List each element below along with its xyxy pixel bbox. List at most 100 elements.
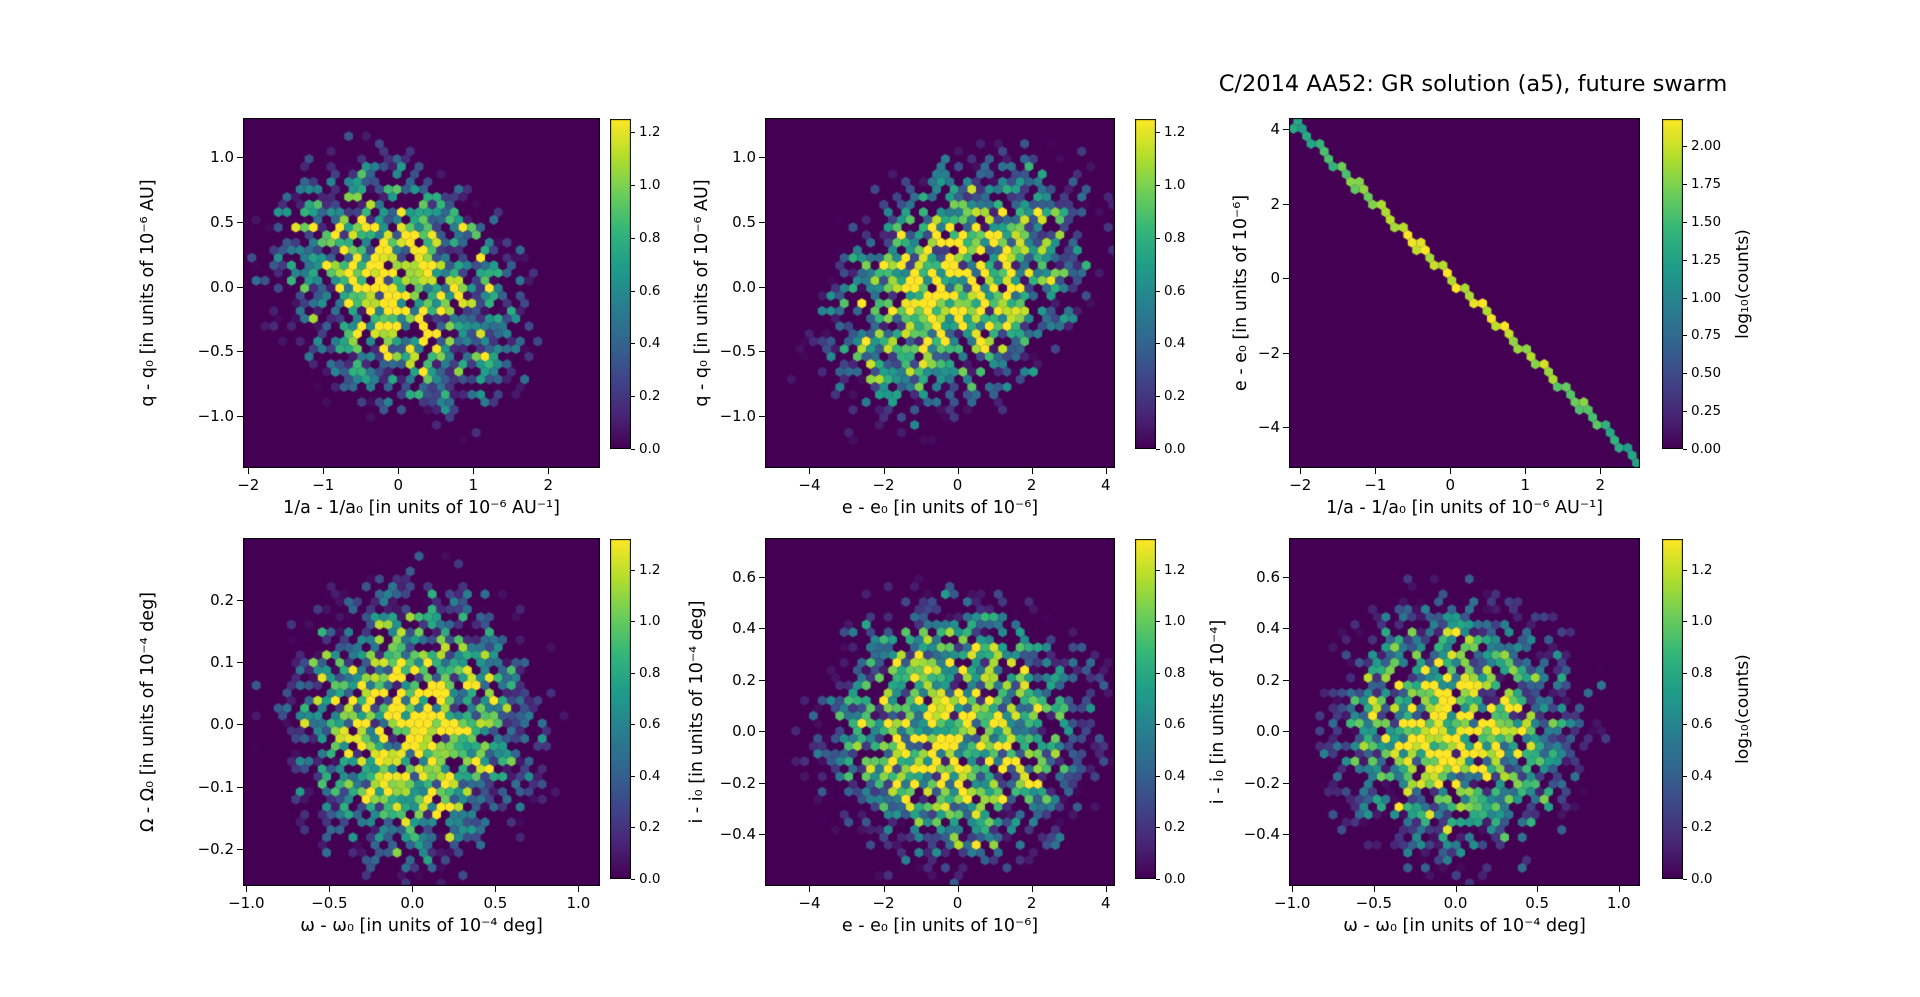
colorbar-tick-mark	[1156, 132, 1160, 134]
x-tick-mark	[548, 468, 550, 474]
x-tick-mark	[473, 468, 475, 474]
x-tick-mark	[495, 886, 497, 892]
colorbar-tick-label: 1.0	[1164, 177, 1186, 193]
x-tick-mark	[578, 886, 580, 892]
x-tick-mark	[248, 468, 250, 474]
x-tick-label: −0.5	[1355, 894, 1393, 912]
colorbar-tick-label: 0.2	[1691, 819, 1713, 836]
x-tick-label: 2	[1026, 476, 1037, 494]
x-tick-mark	[1455, 886, 1457, 892]
colorbar-tick-mark	[1683, 569, 1687, 571]
colorbar-tick-label: 0.2	[639, 819, 661, 836]
colorbar-tick-mark	[631, 827, 635, 829]
colorbar-tick-label: 0.6	[639, 716, 661, 733]
y-tick-label: 0.6	[1256, 567, 1280, 586]
hexbin-canvas	[765, 118, 1115, 468]
colorbar-tick-label: 2.00	[1691, 138, 1722, 155]
x-tick-mark	[1300, 468, 1302, 474]
colorbar-tick-label: 0.8	[1691, 664, 1713, 681]
colorbar-tick-mark	[631, 775, 635, 777]
colorbar-tick-mark	[1156, 237, 1160, 239]
colorbar-tick-label: 0.2	[1164, 388, 1186, 405]
x-tick-label: −2	[237, 476, 260, 494]
x-axis-label: 1/a - 1/a₀ [in units of 10⁻⁶ AU⁻¹]	[283, 498, 560, 518]
colorbar-gradient	[1135, 119, 1156, 449]
subplot-i-vs-e: 0.6 0.4 0.2 0.0 −0.2 −0.4 −4 −2 0 2 4 e - e₀ [in …	[687, 538, 1115, 936]
y-tick-label: 0.6	[732, 567, 756, 586]
x-tick-mark	[246, 886, 248, 892]
colorbar-tick-mark	[1683, 879, 1687, 880]
y-tick-label: −0.2	[197, 839, 234, 858]
colorbar-tick-mark	[1683, 146, 1687, 148]
colorbar-tick-mark	[1683, 449, 1687, 450]
x-tick-label: −4	[798, 894, 821, 912]
colorbar-tick-mark	[1683, 411, 1687, 413]
y-tick-label: −1.0	[197, 407, 234, 426]
y-tick-label: 0.2	[1256, 670, 1280, 689]
subplot-q-vs-e: 1.0 0.5 0.0 −0.5 −1.0 −4 −2 0 2 4 e - e₀ [in uni…	[692, 118, 1115, 518]
colorbar-tick-mark	[1156, 775, 1160, 777]
subplot-i-vs-omega: 0.6 0.4 0.2 0.0 −0.2 −0.4 −1.0 −0.5 0.0 0.5 1.0 ω…	[1208, 538, 1640, 936]
colorbar-tick-label: 1.75	[1691, 176, 1722, 193]
colorbar-tick-label: 0.00	[1691, 441, 1722, 457]
colorbar-tick-label: 0.4	[1164, 767, 1186, 784]
y-tick-label: −0.4	[1243, 825, 1280, 844]
colorbar-tick-label: 1.2	[639, 561, 661, 578]
x-tick-label: 0.0	[1443, 894, 1468, 912]
colorbar-tick-mark	[631, 343, 635, 345]
x-tick-label: 1	[468, 476, 479, 494]
x-tick-label: −2	[872, 476, 895, 494]
x-tick-mark	[329, 886, 331, 892]
x-tick-label: −1.0	[228, 894, 265, 912]
x-tick-label: 0.5	[483, 894, 508, 912]
colorbar-tick-mark	[1156, 672, 1160, 674]
colorbar-tick-mark	[631, 672, 635, 674]
x-tick-mark	[957, 886, 959, 892]
colorbar-tick-label: 0.0	[1164, 441, 1186, 457]
y-axis-label: i - i₀ [in units of 10⁻⁴]	[1208, 619, 1228, 805]
x-tick-label: 1.0	[1606, 894, 1631, 912]
colorbar-tick-mark	[1156, 621, 1160, 623]
x-tick-mark	[1105, 886, 1107, 892]
x-tick-mark	[1373, 886, 1375, 892]
hexbin-canvas	[765, 538, 1115, 886]
y-tick-label: 0.5	[732, 212, 756, 231]
colorbar-tick-mark	[1156, 185, 1160, 186]
y-tick-label: −0.4	[719, 825, 756, 844]
y-tick-label: 0.1	[210, 653, 234, 672]
y-axis-label: Ω - Ω₀ [in units of 10⁻⁴ deg]	[138, 591, 158, 833]
colorbar-tick-mark	[1683, 827, 1687, 829]
colorbar-tick-label: 0.6	[1164, 716, 1186, 733]
colorbar-tick-label: 0.6	[639, 282, 661, 299]
colorbar-tick-label: 0.8	[1164, 664, 1186, 681]
colorbar-tick-mark	[631, 569, 635, 571]
colorbar-tick-label: 0.6	[1164, 282, 1186, 299]
colorbar-tick-label: 1.50	[1691, 213, 1722, 230]
x-tick-label: 4	[1100, 894, 1111, 912]
colorbar-gradient	[610, 539, 631, 879]
x-tick-label: −4	[798, 476, 821, 494]
hexbin-canvas	[1289, 538, 1640, 886]
colorbar-subplot-1: 1.2 1.0 0.8 0.6 0.4 0.2 0.0	[610, 119, 660, 457]
y-tick-label: −1.0	[719, 407, 756, 426]
x-tick-mark	[957, 468, 959, 474]
colorbar-subplot-6: 1.2 1.0 0.8 0.6 0.4 0.2 0.0 log₁₀(counts)	[1662, 539, 1753, 887]
y-tick-label: 0.0	[210, 715, 234, 734]
colorbar-tick-mark	[631, 290, 635, 292]
y-tick-label: −0.5	[719, 342, 756, 361]
hexbin-canvas	[243, 538, 600, 886]
colorbar-tick-label: 0.8	[639, 229, 661, 246]
hexbin-canvas	[243, 118, 600, 468]
y-tick-label: −0.2	[719, 773, 756, 792]
y-tick-label: 0.0	[1256, 722, 1280, 741]
x-axis-label: 1/a - 1/a₀ [in units of 10⁻⁶ AU⁻¹]	[1326, 498, 1603, 518]
y-tick-label: 1.0	[210, 147, 234, 166]
y-tick-label: 4	[1270, 120, 1280, 139]
colorbar-tick-label: 1.2	[639, 124, 661, 141]
colorbar-tick-mark	[1683, 775, 1687, 777]
x-tick-mark	[398, 468, 400, 474]
x-tick-mark	[1105, 468, 1107, 474]
x-tick-label: 1.0	[566, 894, 591, 912]
y-tick-label: 0.0	[210, 277, 234, 296]
y-tick-label: −0.2	[1243, 773, 1280, 792]
